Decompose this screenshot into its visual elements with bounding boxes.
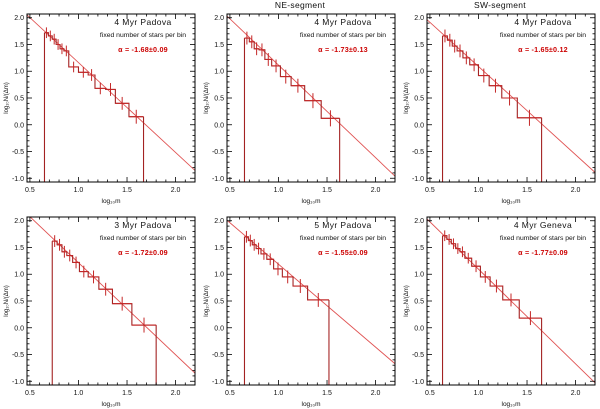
svg-text:-0.5: -0.5 [212, 149, 224, 156]
svg-text:log₁₀N/(Δm): log₁₀N/(Δm) [204, 82, 210, 114]
svg-text:1.5: 1.5 [214, 42, 224, 49]
svg-text:0.0: 0.0 [14, 122, 24, 129]
svg-text:-0.5: -0.5 [412, 352, 424, 359]
svg-text:log₁₀N/(Δm): log₁₀N/(Δm) [4, 285, 10, 317]
svg-text:0.5: 0.5 [425, 187, 435, 194]
svg-text:2.0: 2.0 [414, 218, 424, 225]
svg-text:-0.5: -0.5 [12, 149, 24, 156]
svg-text:1.0: 1.0 [274, 187, 284, 194]
panel-4myr-padova-full: 0.5 1.0 1.5 2.0 -1.0 -0.5 0.0 0.5 1.0 1.5 2.0 log₁₀… [0, 0, 200, 205]
panel-4myr-padova-sw: 0.5 1.0 1.5 2.0 -1.0 -0.5 0.0 0.5 1.0 1.5 2.0 log₁₀… [400, 0, 600, 205]
svg-text:2.0: 2.0 [171, 187, 181, 194]
svg-text:-0.5: -0.5 [12, 352, 24, 359]
svg-text:0.0: 0.0 [214, 122, 224, 129]
svg-text:-1.0: -1.0 [212, 379, 224, 386]
svg-text:0.0: 0.0 [214, 325, 224, 332]
svg-text:log₁₀N/(Δm): log₁₀N/(Δm) [404, 82, 410, 114]
svg-text:1.0: 1.0 [214, 272, 224, 279]
svg-text:1.0: 1.0 [14, 69, 24, 76]
mass-function-plot: 0.5 1.0 1.5 2.0 -1.0 -0.5 0.0 0.5 1.0 1.5 2.0 log₁₀… [404, 13, 596, 205]
svg-text:0.5: 0.5 [225, 390, 235, 397]
panel-4myr-padova-ne: 0.5 1.0 1.5 2.0 -1.0 -0.5 0.0 0.5 1.0 1.5 2.0 log₁₀… [200, 0, 400, 205]
svg-text:1.5: 1.5 [522, 390, 532, 397]
svg-text:log₁₀m: log₁₀m [302, 198, 321, 205]
mass-function-plot: 0.5 1.0 1.5 2.0 -1.0 -0.5 0.0 0.5 1.0 1.5 2.0 log₁₀… [4, 13, 196, 205]
svg-text:2.0: 2.0 [371, 187, 381, 194]
svg-text:0.5: 0.5 [225, 187, 235, 194]
svg-text:1.5: 1.5 [122, 390, 132, 397]
svg-text:0.5: 0.5 [425, 390, 435, 397]
svg-text:0.0: 0.0 [414, 122, 424, 129]
svg-text:log₁₀m: log₁₀m [302, 401, 321, 408]
svg-text:1.5: 1.5 [414, 42, 424, 49]
svg-text:1.5: 1.5 [14, 245, 24, 252]
svg-text:2.0: 2.0 [14, 218, 24, 225]
svg-text:1.0: 1.0 [274, 390, 284, 397]
svg-text:-0.5: -0.5 [212, 352, 224, 359]
svg-text:2.0: 2.0 [214, 218, 224, 225]
svg-text:1.5: 1.5 [122, 187, 132, 194]
svg-text:log₁₀N/(Δm): log₁₀N/(Δm) [4, 82, 10, 114]
svg-text:0.5: 0.5 [414, 96, 424, 103]
svg-text:log₁₀N/(Δm): log₁₀N/(Δm) [204, 285, 210, 317]
svg-text:1.0: 1.0 [74, 187, 84, 194]
mass-function-plot: 0.5 1.0 1.5 2.0 -1.0 -0.5 0.0 0.5 1.0 1.5 2.0 log₁₀… [204, 13, 396, 205]
svg-text:1.0: 1.0 [474, 187, 484, 194]
svg-text:2.0: 2.0 [571, 390, 581, 397]
svg-text:-1.0: -1.0 [212, 176, 224, 183]
svg-text:2.0: 2.0 [214, 15, 224, 22]
panel-5myr-padova: 0.5 1.0 1.5 2.0 -1.0 -0.5 0.0 0.5 1.0 1.5 2.0 log₁₀… [200, 204, 400, 409]
svg-text:log₁₀m: log₁₀m [102, 401, 121, 408]
svg-text:1.5: 1.5 [414, 245, 424, 252]
column-title-sw-segment: SW-segment [474, 0, 526, 10]
svg-text:-0.5: -0.5 [412, 149, 424, 156]
svg-text:2.0: 2.0 [371, 390, 381, 397]
svg-text:1.0: 1.0 [74, 390, 84, 397]
panel-4myr-geneva: 0.5 1.0 1.5 2.0 -1.0 -0.5 0.0 0.5 1.0 1.5 2.0 log₁₀… [400, 204, 600, 409]
svg-text:1.0: 1.0 [214, 69, 224, 76]
svg-text:0.5: 0.5 [214, 299, 224, 306]
svg-text:log₁₀m: log₁₀m [502, 198, 521, 205]
svg-text:2.0: 2.0 [14, 15, 24, 22]
svg-text:-1.0: -1.0 [412, 379, 424, 386]
svg-text:-1.0: -1.0 [12, 379, 24, 386]
svg-text:-1.0: -1.0 [12, 176, 24, 183]
svg-text:1.0: 1.0 [414, 69, 424, 76]
svg-text:0.0: 0.0 [414, 325, 424, 332]
svg-text:1.5: 1.5 [214, 245, 224, 252]
svg-text:0.5: 0.5 [414, 299, 424, 306]
svg-text:2.0: 2.0 [571, 187, 581, 194]
column-title-ne-segment: NE-segment [274, 0, 326, 10]
mass-function-plot: 0.5 1.0 1.5 2.0 -1.0 -0.5 0.0 0.5 1.0 1.5 2.0 log₁₀… [4, 216, 196, 408]
svg-text:0.5: 0.5 [14, 96, 24, 103]
svg-text:0.5: 0.5 [25, 390, 35, 397]
svg-text:2.0: 2.0 [171, 390, 181, 397]
svg-text:log₁₀N/(Δm): log₁₀N/(Δm) [404, 285, 410, 317]
svg-text:1.0: 1.0 [414, 272, 424, 279]
svg-text:log₁₀m: log₁₀m [502, 401, 521, 408]
mass-function-plot: 0.5 1.0 1.5 2.0 -1.0 -0.5 0.0 0.5 1.0 1.5 2.0 log₁₀… [204, 216, 396, 408]
svg-text:0.5: 0.5 [25, 187, 35, 194]
svg-text:0.5: 0.5 [214, 96, 224, 103]
svg-text:1.0: 1.0 [14, 272, 24, 279]
svg-text:0.0: 0.0 [14, 325, 24, 332]
svg-text:-1.0: -1.0 [412, 176, 424, 183]
svg-text:0.5: 0.5 [14, 299, 24, 306]
svg-text:1.5: 1.5 [14, 42, 24, 49]
svg-text:2.0: 2.0 [414, 15, 424, 22]
panel-3myr-padova: 0.5 1.0 1.5 2.0 -1.0 -0.5 0.0 0.5 1.0 1.5 2.0 log₁₀… [0, 204, 200, 409]
svg-text:1.0: 1.0 [474, 390, 484, 397]
svg-text:1.5: 1.5 [522, 187, 532, 194]
mass-function-plot: 0.5 1.0 1.5 2.0 -1.0 -0.5 0.0 0.5 1.0 1.5 2.0 log₁₀… [404, 216, 596, 408]
svg-text:log₁₀m: log₁₀m [102, 198, 121, 205]
svg-text:1.5: 1.5 [322, 390, 332, 397]
svg-text:1.5: 1.5 [322, 187, 332, 194]
